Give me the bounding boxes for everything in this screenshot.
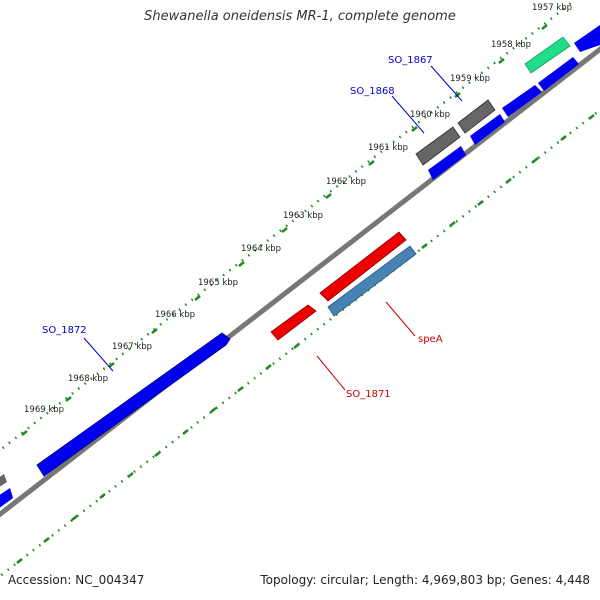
callout-SO_1871 (316, 355, 346, 391)
gene-left-edge-gray[interactable] (0, 474, 7, 488)
tick-label-1969: 1969 kbp (24, 405, 64, 415)
tick-label-1962: 1962 kbp (326, 177, 366, 187)
label-speA: speA (418, 334, 443, 345)
gene-SO_1868[interactable] (415, 126, 461, 166)
tick-label-1960: 1960 kbp (410, 110, 450, 120)
genome-summary-text: Topology: circular; Length: 4,969,803 bp… (260, 573, 590, 587)
outer-kbp-ticks (21, 24, 548, 436)
gene-blue-top-right[interactable] (574, 25, 600, 52)
callout-SO_1872 (83, 337, 114, 372)
tick-label-1966: 1966 kbp (155, 310, 195, 320)
tick-label-1959: 1959 kbp (450, 74, 490, 84)
gene-red-small[interactable] (270, 304, 317, 341)
reverse-strand-genes (327, 57, 579, 317)
tick-label-1961: 1961 kbp (368, 143, 408, 153)
accession-text: Accession: NC_004347 (8, 573, 145, 587)
inner-kbp-ticks (16, 114, 595, 564)
tick-label-1963: 1963 kbp (283, 211, 323, 221)
tick-label-1964: 1964 kbp (241, 244, 281, 254)
tick-label-1965: 1965 kbp (198, 278, 238, 288)
tick-label-1957: 1957 kbp (532, 3, 572, 13)
tick-label-1967: 1967 kbp (112, 342, 152, 352)
gene-left-edge-blue[interactable] (0, 488, 13, 509)
callout-SO_1867 (430, 65, 463, 102)
gene-blue-rev-1[interactable] (428, 146, 466, 180)
gene-SO_1871[interactable] (327, 245, 417, 317)
label-SO_1871: SO_1871 (346, 389, 391, 400)
gene-speA[interactable] (319, 231, 407, 302)
gene-SO_1867[interactable] (457, 99, 496, 134)
map-title: Shewanella oneidensis MR-1, complete gen… (144, 9, 456, 24)
tick-label-1968: 1968 kbp (68, 374, 108, 384)
gene-blue-rev-2[interactable] (470, 114, 505, 145)
label-SO_1872: SO_1872 (42, 325, 87, 336)
callout-speA (385, 301, 416, 337)
genome-backbone (0, 46, 600, 518)
gene-blue-rev-3[interactable] (502, 85, 542, 117)
forward-strand-genes (0, 25, 600, 509)
gene-blue-rev-4[interactable] (538, 57, 579, 91)
gene-green[interactable] (524, 36, 571, 74)
label-SO_1868: SO_1868 (350, 86, 395, 97)
tick-label-1958: 1958 kbp (491, 40, 531, 50)
gene-SO_1872[interactable] (36, 332, 231, 477)
callout-SO_1868 (391, 95, 425, 134)
label-SO_1867: SO_1867 (388, 55, 433, 66)
